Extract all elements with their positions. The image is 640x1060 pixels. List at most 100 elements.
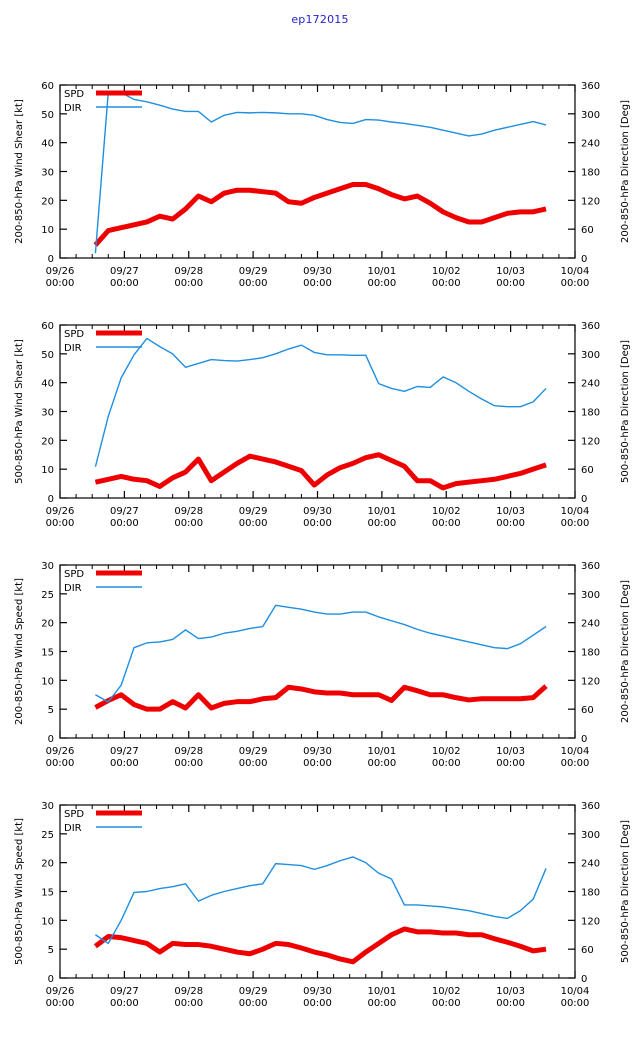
y-tick-label-left: 25 [41, 590, 54, 601]
y-tick-label-right: 180 [581, 408, 600, 419]
x-tick-label-date: 10/03 [496, 506, 525, 517]
legend-label-spd: SPD [64, 89, 84, 100]
x-tick-label-time: 00:00 [303, 998, 332, 1009]
x-tick-label-date: 10/02 [432, 266, 461, 277]
y-tick-label-right: 300 [581, 110, 600, 121]
panel-2-svg: 09/2600:0009/2700:0009/2800:0009/2900:00… [14, 561, 631, 769]
x-tick-label-date: 10/01 [367, 506, 396, 517]
y-axis-title-right: 500-850-hPa Direction [Deg] [620, 340, 631, 483]
y-tick-label-left: 40 [41, 139, 54, 150]
x-tick-label-time: 00:00 [110, 518, 139, 529]
x-tick-label-date: 10/03 [496, 746, 525, 757]
x-tick-label-time: 00:00 [239, 278, 268, 289]
x-tick-label-time: 00:00 [367, 518, 396, 529]
y-tick-label-right: 0 [581, 254, 587, 265]
y-axis-title-left: 200-850-hPa Wind Speed [kt] [14, 578, 25, 725]
x-tick-label-time: 00:00 [432, 518, 461, 529]
x-tick-label-date: 09/30 [303, 986, 332, 997]
y-tick-label-left: 0 [48, 254, 54, 265]
x-tick-label-date: 10/04 [561, 746, 590, 757]
x-tick-label-time: 00:00 [561, 758, 590, 769]
y-tick-label-right: 240 [581, 379, 600, 390]
legend-label-dir: DIR [64, 823, 82, 834]
x-tick-label-time: 00:00 [174, 998, 203, 1009]
panel-200-850-wind-shear: 09/26 00:00 09/27 00:00 09/28 00:00 09/29 00:00… [0, 75, 640, 305]
x-tick-label-time: 00:00 [561, 278, 590, 289]
y-axis-title-right: 200-850-hPa Direction [Deg] [620, 580, 631, 723]
x-tick-label-date: 09/26 [46, 506, 75, 517]
x-tick-label-date: 10/03 [496, 986, 525, 997]
x-tick-label-date: 09/29 [239, 266, 268, 277]
panel-1-svg: 09/2600:0009/2700:0009/2800:0009/2900:00… [14, 321, 631, 529]
x-tick-label-time: 00:00 [561, 518, 590, 529]
panel-3-svg: 09/2600:0009/2700:0009/2800:0009/2900:00… [14, 801, 631, 1009]
x-tick-label-date: 10/03 [496, 266, 525, 277]
x-tick-label-time: 00:00 [110, 758, 139, 769]
y-tick-label-left: 10 [41, 916, 54, 927]
x-tick-label-date: 09/27 [110, 746, 139, 757]
series-line-dir [94, 91, 547, 254]
legend-label-spd: SPD [64, 569, 84, 580]
x-tick-label-time: 00:00 [432, 998, 461, 1009]
x-tick-label-date: 09/30 [303, 746, 332, 757]
x-tick-label-time: 00:00 [367, 278, 396, 289]
plot-frame [59, 84, 576, 259]
y-tick-label-left: 50 [41, 350, 54, 361]
x-tick-label-date: 10/04 [561, 986, 590, 997]
y-tick-label-right: 300 [581, 830, 600, 841]
panel-500-850-wind-speed: 09/26 00:00 09/27 00:00 09/28 00:00 09/29 00:00… [0, 795, 640, 1025]
x-tick-label-time: 00:00 [496, 518, 525, 529]
y-axis-title-left: 200-850-hPa Wind Shear [kt] [14, 99, 25, 244]
y-tick-label-left: 0 [48, 974, 54, 985]
series-line-dir [94, 337, 547, 467]
panel-200-850-wind-speed: 09/26 00:00 09/27 00:00 09/28 00:00 09/29 00:00… [0, 555, 640, 785]
x-tick-label-date: 09/30 [303, 266, 332, 277]
y-tick-label-left: 40 [41, 379, 54, 390]
y-axis-title-right: 200-850-hPa Direction [Deg] [620, 100, 631, 243]
x-tick-label-time: 00:00 [239, 998, 268, 1009]
y-tick-label-left: 10 [41, 225, 54, 236]
y-tick-label-right: 180 [581, 168, 600, 179]
y-tick-label-right: 300 [581, 590, 600, 601]
panel-0-svg: 09/2600:0009/2700:0009/2800:0009/2900:00… [14, 81, 631, 289]
series-line-spd [94, 452, 547, 491]
y-tick-label-left: 30 [41, 168, 54, 179]
x-tick-label-date: 09/26 [46, 746, 75, 757]
legend-label-dir: DIR [64, 103, 82, 114]
x-tick-label-date: 09/30 [303, 506, 332, 517]
y-axis-title-left: 500-850-hPa Wind Shear [kt] [14, 339, 25, 484]
y-tick-label-right: 180 [581, 648, 600, 659]
y-tick-label-left: 0 [48, 494, 54, 505]
x-tick-label-date: 10/02 [432, 506, 461, 517]
x-tick-label-date: 09/28 [174, 266, 203, 277]
y-tick-label-left: 30 [41, 561, 54, 572]
y-tick-label-left: 60 [41, 321, 54, 332]
y-tick-label-left: 5 [48, 705, 54, 716]
x-tick-label-time: 00:00 [367, 758, 396, 769]
x-tick-label-date: 09/27 [110, 506, 139, 517]
x-tick-label-date: 10/01 [367, 266, 396, 277]
x-tick-label-time: 00:00 [496, 998, 525, 1009]
y-tick-label-right: 240 [581, 619, 600, 630]
y-axis-title-right: 500-850-hPa Direction [Deg] [620, 820, 631, 963]
legend-label-dir: DIR [64, 583, 82, 594]
x-tick-label-time: 00:00 [303, 758, 332, 769]
x-tick-label-time: 00:00 [46, 998, 75, 1009]
y-tick-label-left: 5 [48, 945, 54, 956]
y-tick-label-right: 120 [581, 436, 600, 447]
x-tick-label-time: 00:00 [239, 518, 268, 529]
y-tick-label-right: 60 [581, 225, 594, 236]
y-tick-label-left: 20 [41, 859, 54, 870]
x-tick-label-time: 00:00 [303, 278, 332, 289]
x-tick-label-date: 09/28 [174, 986, 203, 997]
x-tick-label-date: 09/29 [239, 986, 268, 997]
x-tick-label-time: 00:00 [432, 278, 461, 289]
x-tick-label-time: 00:00 [110, 278, 139, 289]
x-tick-label-time: 00:00 [46, 278, 75, 289]
x-tick-label-time: 00:00 [46, 758, 75, 769]
y-tick-label-right: 120 [581, 916, 600, 927]
x-tick-label-time: 00:00 [303, 518, 332, 529]
x-tick-label-time: 00:00 [432, 758, 461, 769]
series-line-spd [93, 926, 547, 965]
